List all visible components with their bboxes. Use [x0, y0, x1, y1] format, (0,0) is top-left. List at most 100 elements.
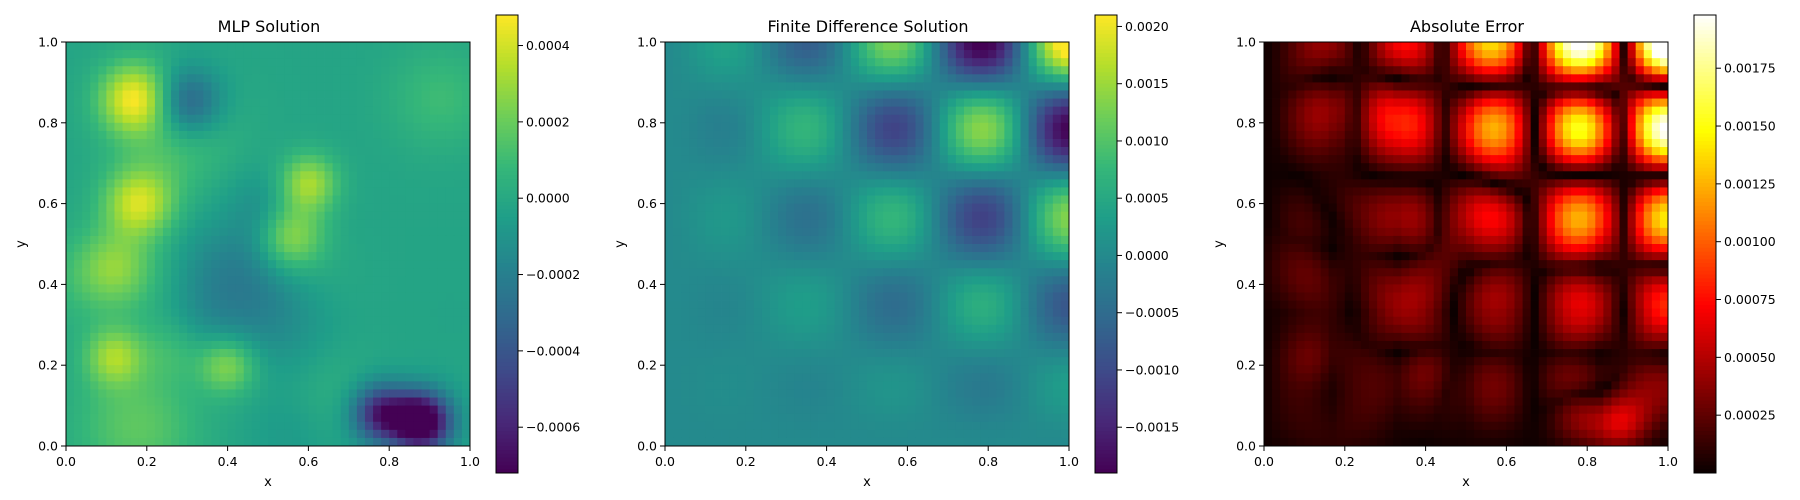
heatmap-cell — [364, 421, 374, 431]
heatmap-cell — [389, 98, 398, 108]
heatmap-cell — [923, 50, 933, 59]
heatmap-cell — [1052, 138, 1062, 148]
heatmap-cell — [461, 244, 471, 253]
heatmap-cell — [243, 389, 253, 398]
heatmap-cell — [381, 244, 390, 253]
heatmap-cell — [187, 171, 196, 180]
heatmap-cell — [114, 300, 123, 310]
heatmap-cell — [461, 195, 471, 204]
heatmap-cell — [850, 324, 860, 334]
heatmap-cell — [219, 308, 228, 318]
heatmap-cell — [316, 332, 325, 342]
heatmap-cell — [429, 211, 439, 221]
colorbar-swatch — [496, 175, 518, 180]
heatmap-cells — [665, 42, 1070, 447]
heatmap-cell — [834, 203, 844, 213]
heatmap-cell — [980, 179, 989, 188]
heatmap-cell — [373, 292, 382, 301]
heatmap-cell — [389, 122, 398, 132]
heatmap-cell — [1004, 106, 1013, 116]
heatmap-cell — [745, 179, 755, 188]
heatmap-cell — [122, 138, 132, 148]
heatmap-cell — [348, 195, 358, 204]
heatmap-cell — [219, 421, 228, 431]
heatmap-cell — [1004, 74, 1013, 83]
heatmap-cell — [146, 260, 156, 269]
heatmap-cell — [802, 284, 811, 293]
heatmap-cell — [340, 437, 350, 447]
heatmap-cell — [292, 284, 301, 293]
heatmap-cell — [461, 252, 471, 261]
heatmap-cell — [673, 284, 682, 293]
heatmap-cell — [689, 373, 698, 382]
heatmap-cell — [681, 147, 690, 156]
heatmap-cell — [947, 195, 957, 204]
heatmap-cell — [778, 252, 787, 261]
heatmap-cell — [219, 42, 228, 51]
heatmap-cell — [770, 195, 779, 204]
heatmap-cell — [413, 235, 422, 245]
heatmap-cell — [697, 300, 706, 310]
heatmap-cell — [705, 122, 714, 132]
heatmap-cell — [203, 90, 212, 99]
heatmap-cell — [1044, 74, 1054, 83]
heatmap-cell — [292, 332, 301, 342]
heatmap-cell — [713, 42, 722, 51]
heatmap-cell — [171, 316, 180, 326]
colorbar-swatch — [496, 285, 518, 291]
heatmap-cell — [437, 373, 447, 382]
heatmap-cell — [316, 244, 325, 253]
heatmap-cell — [413, 82, 422, 91]
heatmap-cell — [251, 211, 261, 221]
heatmap-cell — [810, 74, 819, 83]
heatmap-cell — [98, 405, 107, 415]
heatmap-cell — [373, 58, 382, 67]
colorbar-swatch — [496, 244, 518, 249]
heatmap-cell — [1060, 340, 1070, 350]
heatmap-cell — [778, 405, 787, 415]
heatmap-cell — [673, 324, 682, 334]
heatmap-cell — [348, 227, 358, 237]
heatmap-cell — [931, 130, 941, 140]
heatmap-cell — [802, 349, 811, 358]
heatmap-cell — [461, 106, 471, 116]
heatmap-cell — [332, 332, 342, 342]
heatmap-cell — [162, 397, 172, 406]
heatmap-cell — [373, 179, 382, 188]
heatmap-cell — [106, 276, 115, 285]
heatmap-cell — [713, 147, 722, 156]
heatmap-cell — [259, 163, 269, 172]
heatmap-cell — [348, 138, 358, 148]
heatmap-cell — [66, 413, 75, 423]
heatmap-cell — [818, 114, 827, 124]
heatmap-cell — [259, 365, 269, 374]
heatmap-cell — [122, 106, 132, 116]
heatmap-cell — [1036, 260, 1046, 269]
colorbar-swatch — [496, 438, 518, 443]
heatmap-cell — [729, 58, 739, 67]
heatmap-cell — [154, 138, 164, 148]
heatmap-cell — [858, 252, 868, 261]
heatmap-cell — [891, 292, 900, 301]
heatmap-cell — [429, 227, 439, 237]
heatmap-cell — [955, 203, 965, 213]
heatmap-cell — [673, 155, 682, 164]
heatmap-cell — [324, 147, 334, 156]
heatmap-cell — [364, 308, 374, 318]
heatmap-cell — [681, 244, 690, 253]
heatmap-cell — [130, 122, 140, 132]
heatmap-cell — [364, 381, 374, 390]
heatmap-cell — [373, 252, 382, 261]
heatmap-cell — [834, 397, 844, 406]
heatmap-cell — [737, 74, 747, 83]
heatmap-cell — [834, 292, 844, 301]
heatmap-cell — [179, 252, 188, 261]
heatmap-cell — [98, 373, 107, 382]
heatmap-cell — [1012, 227, 1021, 237]
heatmap-cell — [211, 163, 220, 172]
heatmap-cell — [203, 357, 212, 366]
heatmap-cell — [802, 235, 811, 245]
heatmap-cell — [737, 66, 747, 75]
heatmap-cell — [453, 114, 463, 124]
heatmap-cell — [429, 316, 439, 326]
